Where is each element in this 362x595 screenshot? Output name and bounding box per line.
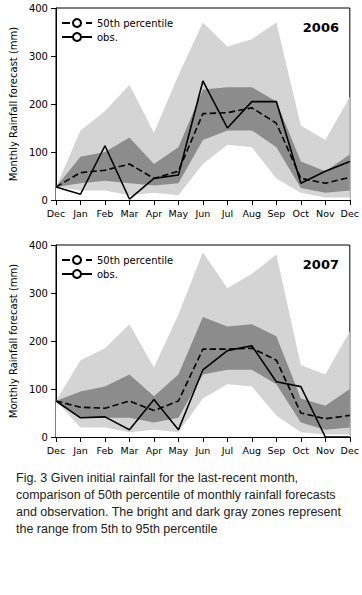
svg-text:Oct: Oct xyxy=(293,445,310,456)
svg-text:2007: 2007 xyxy=(303,257,339,272)
svg-text:400: 400 xyxy=(29,240,48,251)
svg-text:Feb: Feb xyxy=(97,445,114,456)
svg-text:200: 200 xyxy=(29,336,48,347)
svg-text:300: 300 xyxy=(29,51,48,62)
svg-text:200: 200 xyxy=(29,99,48,110)
svg-text:50th percentile: 50th percentile xyxy=(97,18,173,29)
svg-text:Nov: Nov xyxy=(316,445,335,456)
svg-text:May: May xyxy=(169,445,189,456)
svg-text:0: 0 xyxy=(42,432,48,443)
svg-text:Jan: Jan xyxy=(72,445,88,456)
svg-text:Nov: Nov xyxy=(316,208,335,219)
svg-text:Mar: Mar xyxy=(120,445,138,456)
html-text:Fig. 3 Given initial rainfall: Fig. 3 Given initial rainfall for the la… xyxy=(16,471,341,536)
svg-text:300: 300 xyxy=(29,288,48,299)
svg-text:400: 400 xyxy=(29,3,48,14)
svg-text:50th percentile: 50th percentile xyxy=(97,255,173,266)
svg-text:May: May xyxy=(169,208,189,219)
svg-text:Jun: Jun xyxy=(194,445,210,456)
svg-text:100: 100 xyxy=(29,147,48,158)
svg-text:Apr: Apr xyxy=(146,208,163,219)
svg-text:obs.: obs. xyxy=(97,32,118,43)
svg-text:0: 0 xyxy=(42,195,48,206)
svg-text:Oct: Oct xyxy=(293,208,310,219)
svg-text:Jan: Jan xyxy=(72,208,88,219)
svg-text:Jun: Jun xyxy=(194,208,210,219)
svg-text:Dec: Dec xyxy=(341,208,359,219)
svg-text:Sep: Sep xyxy=(267,445,285,456)
svg-text:Aug: Aug xyxy=(243,208,262,219)
svg-text:2006: 2006 xyxy=(303,20,339,35)
svg-text:Monthly Rainfall forecast (mm): Monthly Rainfall forecast (mm) xyxy=(8,264,19,419)
svg-text:Dec: Dec xyxy=(341,445,359,456)
svg-text:Dec: Dec xyxy=(47,445,65,456)
svg-text:Jul: Jul xyxy=(221,445,233,456)
svg-text:Feb: Feb xyxy=(97,208,114,219)
svg-text:Apr: Apr xyxy=(146,445,163,456)
svg-text:Sep: Sep xyxy=(267,208,285,219)
svg-text:Mar: Mar xyxy=(120,208,138,219)
svg-text:Dec: Dec xyxy=(47,208,65,219)
svg-text:Aug: Aug xyxy=(243,445,262,456)
svg-text:Monthly Rainfall forecast (mm): Monthly Rainfall forecast (mm) xyxy=(8,27,19,182)
svg-text:obs.: obs. xyxy=(97,269,118,280)
svg-text:100: 100 xyxy=(29,384,48,395)
svg-text:Jul: Jul xyxy=(221,208,233,219)
